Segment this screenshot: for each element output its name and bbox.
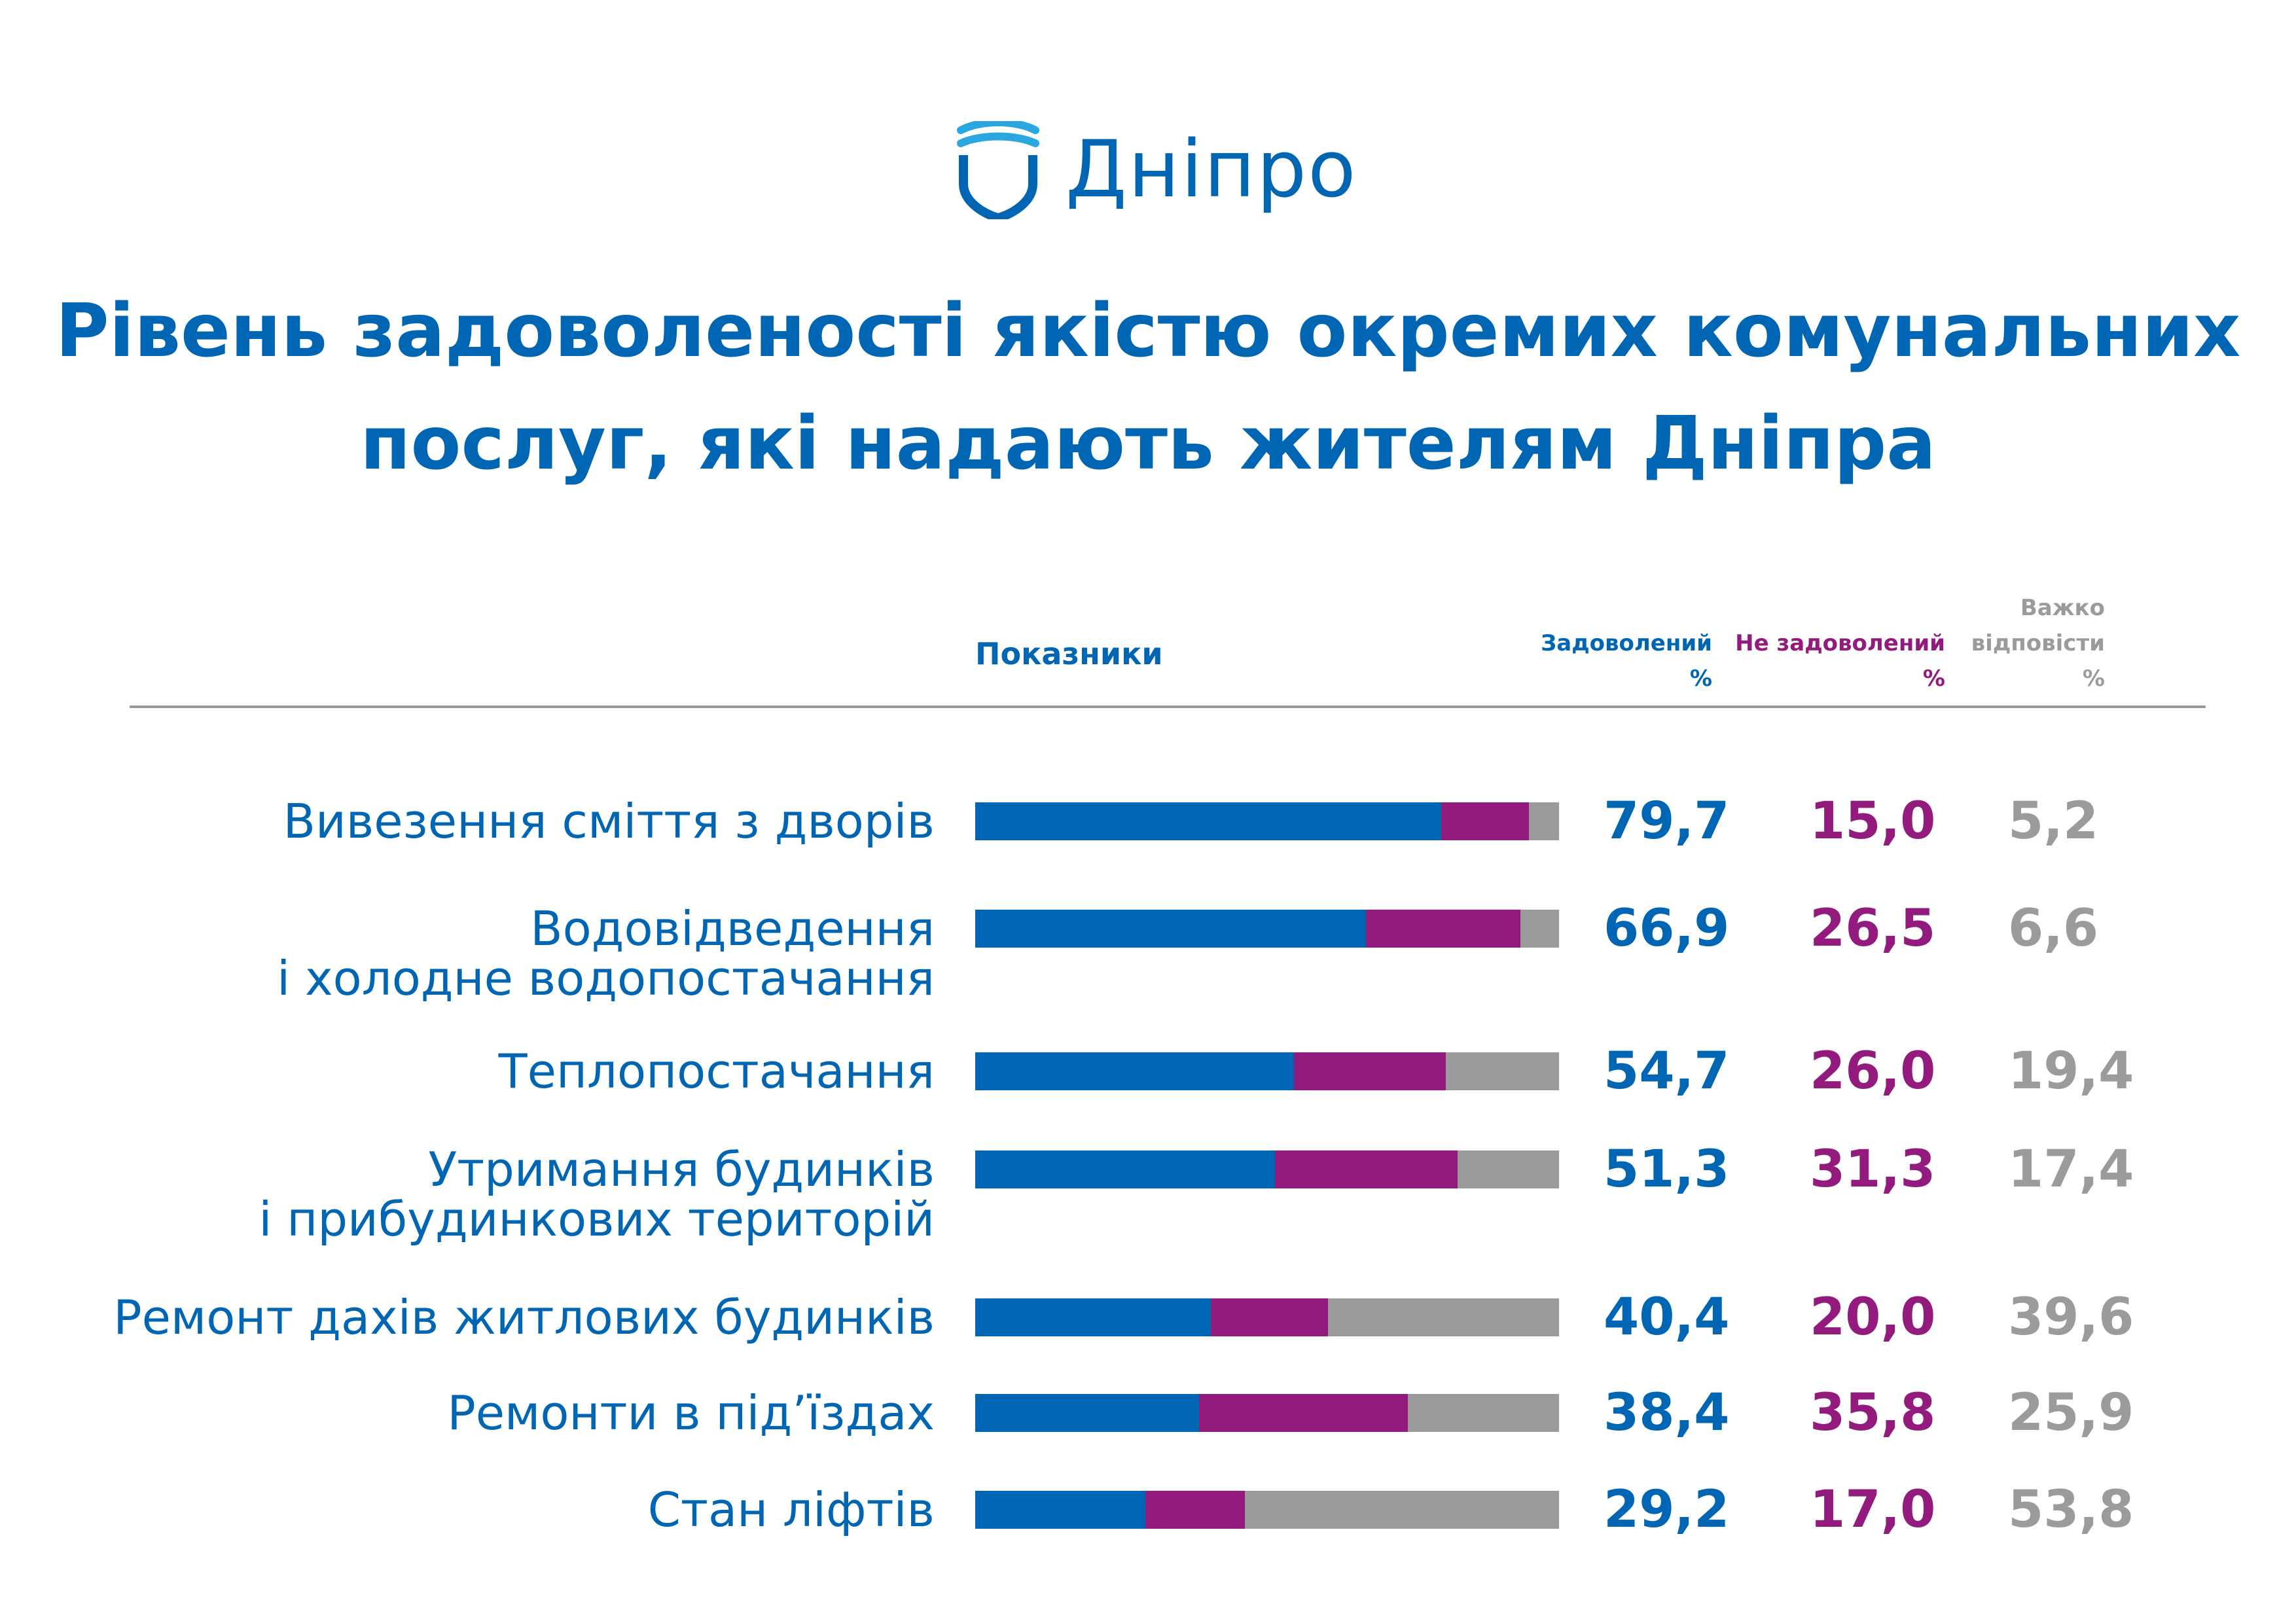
bar-row — [975, 802, 1559, 840]
header-hard-unit: % — [2082, 666, 2105, 692]
page-title: Рівень задоволеності якістю окремих кому… — [0, 275, 2296, 500]
data-label-unsatisfied: 35,8 — [1810, 1383, 1936, 1442]
header-hard-label-2: відповісти — [1971, 630, 2105, 656]
data-label-hard: 53,8 — [2008, 1480, 2134, 1539]
category-label: Ремонт дахів житлових будинків — [113, 1293, 935, 1342]
category-label-line: і холодне водопостачання — [277, 951, 935, 1006]
bar-row — [975, 1394, 1559, 1432]
header-unsatisfied-label: Не задоволений — [1735, 630, 1945, 656]
category-label-line: Вивезення сміття з дворів — [283, 794, 935, 849]
category-label: Ремонти в під’їздах — [447, 1388, 935, 1438]
category-label-line: Утримання будинків — [428, 1142, 935, 1197]
bar-segment-hard — [1520, 910, 1559, 948]
bar-segment-satisfied — [975, 1298, 1211, 1336]
logo: Дніпро — [956, 118, 1357, 223]
bar-segment-unsatisfied — [1441, 802, 1529, 840]
data-label-hard: 6,6 — [2008, 899, 2099, 958]
bar-segment-satisfied — [975, 802, 1441, 840]
category-label-line: і прибудинкових територій — [259, 1192, 935, 1247]
data-label-unsatisfied: 17,0 — [1810, 1480, 1936, 1539]
bar-row — [975, 1150, 1559, 1188]
bar-segment-satisfied — [975, 1150, 1275, 1188]
header-unsatisfied: Не задоволений % — [1702, 626, 1945, 696]
data-label-satisfied: 54,7 — [1604, 1042, 1730, 1101]
logo-text: Дніпро — [1066, 124, 1357, 215]
bar-segment-hard — [1245, 1491, 1559, 1529]
bar-segment-unsatisfied — [1199, 1394, 1408, 1432]
category-label-line: Ремонти в під’їздах — [447, 1385, 935, 1440]
bar-row — [975, 1491, 1559, 1529]
bar-segment-hard — [1457, 1150, 1559, 1188]
category-label-line: Теплопостачання — [498, 1044, 935, 1099]
bar-segment-satisfied — [975, 910, 1366, 948]
category-label: Водовідведення і холодне водопостачання — [277, 904, 935, 1003]
bar-segment-unsatisfied — [1274, 1150, 1458, 1188]
bar-segment-unsatisfied — [1211, 1298, 1328, 1336]
dnipro-shield-wave-icon — [957, 121, 1039, 219]
bar-segment-satisfied — [975, 1491, 1146, 1529]
bar-row — [975, 1052, 1559, 1090]
bar-segment-unsatisfied — [1294, 1052, 1446, 1090]
category-label-line: Стан ліфтів — [647, 1482, 935, 1537]
bar-row — [975, 1298, 1559, 1336]
header-satisfied-label: Задоволений — [1541, 630, 1712, 656]
title-line-1: Рівень задоволеності якістю окремих кому… — [55, 289, 2241, 374]
data-label-satisfied: 29,2 — [1604, 1480, 1730, 1539]
bar-segment-satisfied — [975, 1052, 1295, 1090]
header-hard-to-answer: Важко відповісти % — [1937, 590, 2105, 696]
category-label: Утримання будинків і прибудинкових терито… — [259, 1145, 935, 1244]
header-hard-label-1: Важко — [2020, 595, 2105, 621]
bar-segment-hard — [1408, 1394, 1559, 1432]
header-satisfied: Задоволений % — [1505, 626, 1712, 696]
category-label: Стан ліфтів — [648, 1485, 935, 1535]
data-label-unsatisfied: 26,5 — [1810, 899, 1936, 958]
category-label-line: Ремонт дахів житлових будинків — [113, 1290, 935, 1345]
data-label-unsatisfied: 26,0 — [1810, 1042, 1936, 1101]
header-satisfied-unit: % — [1689, 666, 1712, 692]
bar-segment-unsatisfied — [1365, 910, 1521, 948]
header-unsatisfied-unit: % — [1922, 666, 1945, 692]
data-label-hard: 5,2 — [2008, 792, 2099, 851]
data-label-satisfied: 40,4 — [1604, 1288, 1730, 1347]
category-label: Теплопостачання — [499, 1046, 935, 1096]
category-label: Вивезення сміття з дворів — [283, 796, 935, 846]
bar-segment-hard — [1528, 802, 1559, 840]
data-label-satisfied: 66,9 — [1604, 899, 1730, 958]
data-label-hard: 25,9 — [2008, 1383, 2134, 1442]
data-label-hard: 39,6 — [2008, 1288, 2134, 1347]
bar-segment-hard — [1446, 1052, 1559, 1090]
bar-segment-hard — [1327, 1298, 1559, 1336]
data-label-satisfied: 51,3 — [1604, 1140, 1730, 1199]
category-label-line: Водовідведення — [530, 901, 935, 956]
header-indicators: Показники — [975, 636, 1163, 671]
title-line-2: послуг, які надають жителям Дніпра — [360, 401, 1936, 486]
data-label-satisfied: 79,7 — [1604, 792, 1730, 851]
data-label-unsatisfied: 15,0 — [1810, 792, 1936, 851]
data-label-satisfied: 38,4 — [1604, 1383, 1730, 1442]
bar-row — [975, 910, 1559, 948]
data-label-unsatisfied: 20,0 — [1810, 1288, 1936, 1347]
bar-segment-unsatisfied — [1145, 1491, 1246, 1529]
bar-segment-satisfied — [975, 1394, 1200, 1432]
header-divider — [130, 705, 2206, 708]
data-label-hard: 17,4 — [2008, 1140, 2134, 1199]
data-label-unsatisfied: 31,3 — [1810, 1140, 1936, 1199]
data-label-hard: 19,4 — [2008, 1042, 2134, 1101]
